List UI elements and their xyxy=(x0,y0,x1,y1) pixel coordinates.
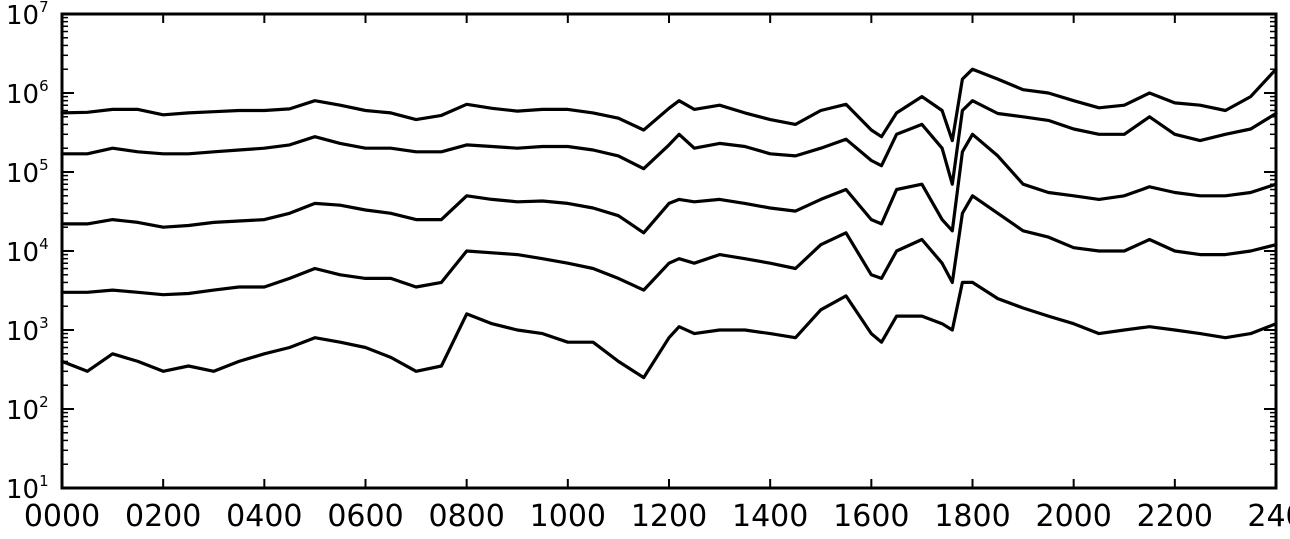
x-tick-label: 0800 xyxy=(428,499,504,534)
y-tick-label: 107 xyxy=(6,0,49,31)
y-tick-label: 104 xyxy=(6,235,49,268)
x-tick-label: 2000 xyxy=(1035,499,1111,534)
x-tick-label: 1400 xyxy=(732,499,808,534)
x-tick-label: 1600 xyxy=(833,499,909,534)
x-tick-label: 0600 xyxy=(327,499,403,534)
y-axis-ticks: 101 102 103 104 105 106 107 xyxy=(6,0,1276,505)
x-tick-label: 1200 xyxy=(631,499,707,534)
y-tick-label: 103 xyxy=(6,314,49,347)
series-lines xyxy=(60,67,1278,380)
series-line-3 xyxy=(60,132,1278,235)
y-tick-label: 105 xyxy=(6,156,49,189)
x-tick-label: 2200 xyxy=(1137,499,1213,534)
series-line-5 xyxy=(60,280,1278,380)
x-tick-label: 0200 xyxy=(125,499,201,534)
x-tick-label: 1000 xyxy=(530,499,606,534)
y-tick-label: 106 xyxy=(6,77,49,110)
series-line-4 xyxy=(60,194,1278,297)
x-tick-label: 240 xyxy=(1247,499,1290,534)
x-axis-ticks: 0000 0200 0400 0600 0800 1000 1200 1400 1600 1800… xyxy=(24,14,1290,534)
series-line-1 xyxy=(60,67,1278,143)
x-tick-label: 0000 xyxy=(24,499,100,534)
y-tick-label: 102 xyxy=(6,393,49,426)
x-tick-label: 0400 xyxy=(226,499,302,534)
x-tick-label: 1800 xyxy=(934,499,1010,534)
series-line-2 xyxy=(60,99,1278,186)
y-tick-label: 101 xyxy=(6,472,49,505)
